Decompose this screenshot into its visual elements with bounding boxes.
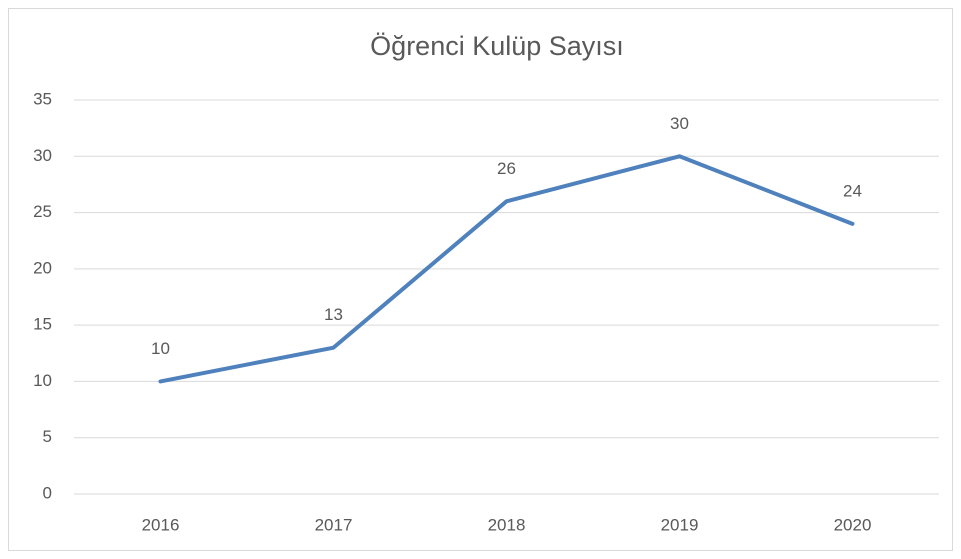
data-label: 13 [324,305,343,324]
data-label: 10 [151,339,170,358]
y-tick-label: 25 [33,202,52,221]
data-label: 26 [497,159,516,178]
chart-border [8,8,953,551]
x-tick-label: 2020 [834,515,872,534]
chart-title: Öğrenci Kulüp Sayısı [370,31,624,61]
line [158,154,855,384]
data-label: 24 [843,181,862,200]
y-tick-label: 0 [43,483,52,502]
y-tick-label: 35 [33,89,52,108]
x-tick-label: 2019 [661,515,699,534]
y-tick-label: 15 [33,315,52,334]
y-tick-label: 30 [33,146,52,165]
x-tick-label: 2018 [488,515,526,534]
x-tick-label: 2016 [142,515,180,534]
y-tick-label: 20 [33,258,52,277]
x-tick-label: 2017 [315,515,353,534]
data-label: 30 [670,114,689,133]
y-tick-label: 5 [43,427,52,446]
y-tick-label: 10 [33,371,52,390]
